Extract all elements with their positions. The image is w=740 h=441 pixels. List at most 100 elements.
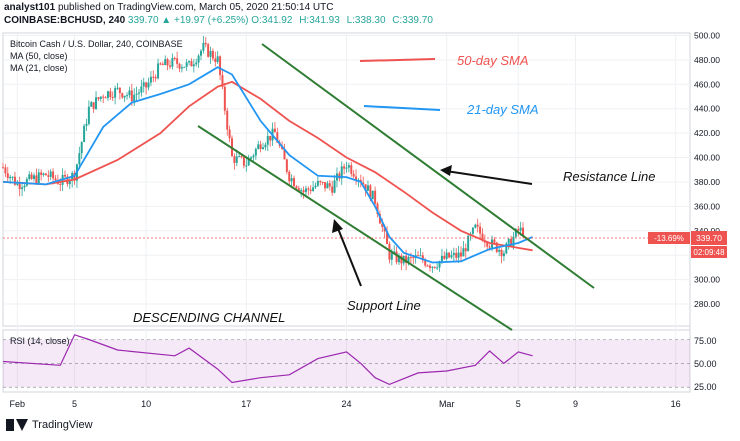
price-tick-label: 360.00 <box>694 201 720 211</box>
candle-body <box>481 233 484 241</box>
candle-body <box>378 214 381 224</box>
ma50-legend: MA (50, close) <box>10 51 68 61</box>
candle-body <box>440 255 443 262</box>
candle-body <box>445 252 448 259</box>
rsi-label: RSI (14, close) <box>10 336 70 346</box>
candle-body <box>123 95 126 98</box>
candle-body <box>25 179 28 186</box>
candle-body <box>250 157 253 159</box>
candle-body <box>405 255 408 263</box>
candle-body <box>290 178 293 182</box>
candle-body <box>355 176 358 181</box>
candle-body <box>476 224 479 227</box>
time-axis[interactable]: Feb 5 10 17 24 Mar 5 9 16 <box>10 399 681 409</box>
candle-body <box>431 266 434 268</box>
candle-body <box>221 75 224 87</box>
time-tick-label: 9 <box>573 399 578 409</box>
candle-body <box>42 173 45 175</box>
candle-body <box>304 188 307 193</box>
candle-body <box>514 229 517 237</box>
price-tick-label: 420.00 <box>694 128 720 138</box>
candle-body <box>137 92 140 94</box>
candle-body <box>176 58 179 64</box>
candle-body <box>104 97 107 99</box>
candle-body <box>288 171 291 182</box>
candle-body <box>269 135 272 141</box>
price-tick-label: 500.00 <box>694 30 720 40</box>
candle-body <box>30 174 33 179</box>
price-tick-label: 340.00 <box>694 226 720 236</box>
price-tick-label: 300.00 <box>694 275 720 285</box>
candle-body <box>85 123 88 126</box>
candle-body <box>185 62 188 67</box>
candle-body <box>426 265 429 267</box>
candle-body <box>428 265 431 268</box>
candle-body <box>33 175 36 179</box>
symbol-label[interactable]: COINBASE:BCHUSD, 240 <box>4 15 126 26</box>
support-arrow <box>336 225 362 287</box>
candle-body <box>314 185 317 188</box>
high-value: H:341.93 <box>299 15 340 26</box>
candle-body <box>80 142 83 154</box>
candle-body <box>240 156 243 158</box>
candle-body <box>395 251 398 263</box>
ma-lines <box>2 66 533 264</box>
ma21-legend: MA (21, close) <box>10 63 68 73</box>
candle-body <box>168 65 171 67</box>
grid <box>3 33 690 392</box>
price-chart[interactable]: 500.00 480.00 460.00 440.00 420.00 400.00 380.… <box>0 30 740 422</box>
candle-body <box>264 144 267 148</box>
candle-body <box>486 242 489 247</box>
price-tick-label: 460.00 <box>694 79 720 89</box>
candle-body <box>397 255 400 263</box>
tradingview-logo-icon[interactable] <box>6 419 28 431</box>
candle-body <box>471 227 474 234</box>
brand-name[interactable]: TradingView <box>32 419 93 431</box>
sma50-annotation: 50-day SMA <box>457 53 529 68</box>
price-badge-pct-bg <box>648 232 690 244</box>
candle-body <box>254 148 257 156</box>
candle-body <box>59 183 62 185</box>
candle-body <box>154 77 157 79</box>
candle-body <box>147 82 150 88</box>
price-badge-timer-bg <box>691 246 727 258</box>
candle-body <box>49 171 52 177</box>
candle-body <box>209 51 212 57</box>
candle-body <box>259 144 262 149</box>
sma50-legend-swatch <box>359 58 436 62</box>
candle-body <box>345 167 348 169</box>
candle-body <box>324 182 327 189</box>
price-badge-price: 339.70 <box>696 233 722 243</box>
candle-body <box>52 171 55 179</box>
candle-body <box>159 63 162 65</box>
candle-body <box>519 227 522 231</box>
author-name[interactable]: analyst101 <box>4 2 56 13</box>
candle-body <box>500 249 503 257</box>
candle-body <box>498 249 501 252</box>
candle-body <box>111 96 114 98</box>
candle-body <box>366 185 369 191</box>
candle-body <box>197 55 200 63</box>
candle-body <box>362 182 365 185</box>
candle-body <box>95 97 98 109</box>
candle-body <box>467 235 470 252</box>
price-axis[interactable]: 500.00 480.00 460.00 440.00 420.00 400.00 380.… <box>694 30 720 309</box>
candle-body <box>412 256 415 259</box>
candle-body <box>273 128 276 133</box>
candle-body <box>40 172 43 175</box>
price-badge-bg <box>691 231 727 245</box>
candle-body <box>140 86 143 93</box>
candle-body <box>374 190 377 204</box>
candle-body <box>87 106 90 124</box>
candle-body <box>6 173 9 179</box>
candle-body <box>171 57 174 67</box>
candle-body <box>226 110 229 130</box>
candle-body <box>219 56 222 76</box>
last-price: 339.70 <box>127 15 159 26</box>
candle-body <box>157 63 160 79</box>
candle-body <box>133 94 136 102</box>
candle-body <box>78 153 81 165</box>
support-arrowhead <box>332 219 343 233</box>
candle-body <box>388 244 391 260</box>
candle-body <box>114 88 117 98</box>
